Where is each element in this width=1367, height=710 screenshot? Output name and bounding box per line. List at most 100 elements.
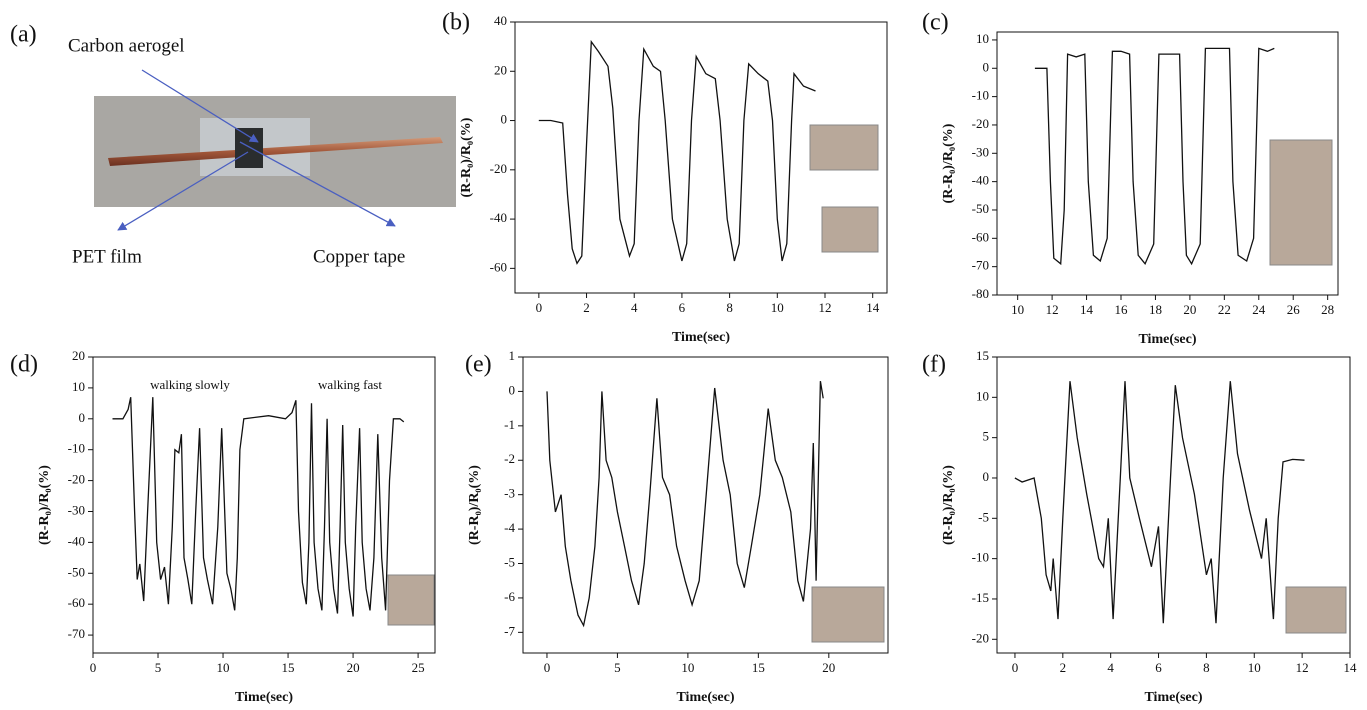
x-tick-label: 10 <box>1011 302 1024 317</box>
y-tick-label: -20 <box>972 630 989 645</box>
x-tick-label: 10 <box>1248 660 1261 675</box>
y-tick-label: -5 <box>978 509 989 524</box>
x-tick-label: 4 <box>1107 660 1114 675</box>
y-tick-label: -80 <box>972 286 989 301</box>
y-tick-label: -60 <box>490 259 507 274</box>
data-line <box>1034 47 1275 266</box>
chart-panel: (d) 0 5 10 15 20 25 -70 -60 -50 -40 -30 -20 -10 0 10 20 T… <box>10 348 436 705</box>
x-tick-label: 25 <box>412 660 425 675</box>
x-tick-label: 15 <box>282 660 295 675</box>
y-tick-label: -7 <box>504 623 515 638</box>
x-tick-label: 20 <box>347 660 360 675</box>
x-tick-label: 28 <box>1321 302 1334 317</box>
y-tick-label: -10 <box>68 441 85 456</box>
panel-label: (c) <box>922 10 949 36</box>
x-tick-label: 5 <box>155 660 162 675</box>
y-tick-label: 20 <box>494 62 507 77</box>
y-tick-label: -10 <box>972 88 989 103</box>
x-tick-label: 10 <box>771 300 784 315</box>
x-axis-label: Time(sec) <box>1138 332 1196 347</box>
x-tick-label: 0 <box>90 660 97 675</box>
y-tick-label: -20 <box>972 116 989 131</box>
annotation: walking fast <box>318 377 382 392</box>
x-axis-label: Time(sec) <box>235 690 293 705</box>
x-tick-label: 6 <box>1155 660 1162 675</box>
panel-label: (a) <box>10 22 37 48</box>
y-axis-label: (R-R₀)/R₀(%) <box>459 117 474 197</box>
data-line <box>538 39 816 265</box>
y-tick-label: -20 <box>68 472 85 487</box>
data-line <box>112 397 405 617</box>
y-tick-label: 10 <box>72 379 85 394</box>
y-tick-label: 20 <box>72 348 85 363</box>
x-tick-label: 0 <box>1012 660 1019 675</box>
data-line <box>1014 381 1305 624</box>
y-tick-label: 5 <box>983 429 990 444</box>
x-tick-label: 2 <box>583 300 590 315</box>
y-tick-label: -50 <box>972 201 989 216</box>
x-axis-label: Time(sec) <box>1144 690 1202 705</box>
plot-frame <box>92 356 436 654</box>
y-tick-label: 10 <box>976 31 989 46</box>
y-tick-label: -1 <box>504 417 515 432</box>
y-axis-label: (R-R₀)/R₀(%) <box>941 465 956 545</box>
photo-label: Carbon aerogel <box>68 35 185 56</box>
y-axis-label: (R-R₀)/R₀(%) <box>37 465 52 545</box>
x-tick-label: 6 <box>679 300 686 315</box>
y-tick-label: -50 <box>68 564 85 579</box>
inset-photo <box>387 574 435 626</box>
y-tick-label: -2 <box>504 451 515 466</box>
inset-photo <box>1285 586 1347 634</box>
x-tick-label: 26 <box>1287 302 1301 317</box>
x-tick-label: 8 <box>1203 660 1210 675</box>
y-tick-label: -3 <box>504 486 515 501</box>
y-tick-label: 0 <box>983 59 990 74</box>
y-axis-label: (R-R₀)/R₀(%) <box>941 123 956 203</box>
x-tick-label: 24 <box>1252 302 1266 317</box>
y-tick-label: -30 <box>68 502 85 517</box>
y-tick-label: -10 <box>972 550 989 565</box>
y-tick-label: 0 <box>509 382 516 397</box>
y-tick-label: 0 <box>501 112 508 127</box>
inset-photo <box>809 124 879 171</box>
arrow <box>239 141 396 227</box>
photo-label: PET film <box>72 246 142 267</box>
x-tick-label: 0 <box>536 300 543 315</box>
y-tick-label: 10 <box>976 388 989 403</box>
x-tick-label: 18 <box>1149 302 1162 317</box>
inset-photo <box>821 206 879 253</box>
plot-frame <box>996 356 1351 654</box>
chart-panel: (b) 0 2 4 6 8 10 12 14 -60 -40 -20 0 20 40 Time(sec) (R-… <box>442 10 888 345</box>
y-tick-label: 0 <box>79 410 86 425</box>
x-axis-label: Time(sec) <box>676 690 734 705</box>
panel-label: (d) <box>10 352 38 378</box>
x-tick-label: 15 <box>752 660 765 675</box>
plot-frame <box>996 31 1339 296</box>
y-tick-label: 40 <box>494 13 507 28</box>
y-tick-label: -30 <box>972 144 989 159</box>
y-axis-label: (R-R₀)/R₀(%) <box>467 465 482 545</box>
x-axis-label: Time(sec) <box>672 330 730 345</box>
plot-frame <box>514 21 888 294</box>
y-tick-label: -4 <box>504 520 515 535</box>
y-tick-label: -20 <box>490 161 507 176</box>
x-tick-label: 14 <box>866 300 880 315</box>
x-tick-label: 0 <box>544 660 551 675</box>
y-tick-label: 15 <box>976 348 989 363</box>
y-tick-label: -6 <box>504 589 515 604</box>
x-tick-label: 20 <box>822 660 835 675</box>
x-tick-label: 4 <box>631 300 638 315</box>
x-tick-label: 10 <box>217 660 230 675</box>
inset-photo <box>811 586 885 643</box>
y-tick-label: -40 <box>490 210 507 225</box>
arrow <box>141 69 259 143</box>
y-tick-label: -15 <box>972 590 989 605</box>
x-tick-label: 14 <box>1080 302 1094 317</box>
panel-label: (b) <box>442 10 470 36</box>
y-tick-label: -70 <box>68 626 85 641</box>
photo-label: Copper tape <box>313 246 405 267</box>
panel-label: (e) <box>465 352 492 378</box>
copper-tape <box>108 137 443 166</box>
x-tick-label: 20 <box>1183 302 1196 317</box>
